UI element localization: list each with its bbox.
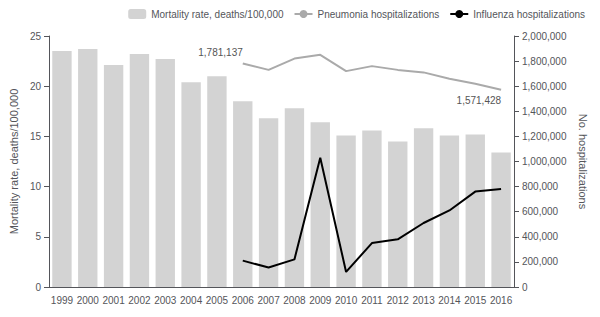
svg-text:1,400,000: 1,400,000 xyxy=(522,106,567,117)
svg-text:1,571,428: 1,571,428 xyxy=(457,95,502,106)
svg-text:No. hospitalizations: No. hospitalizations xyxy=(577,114,589,210)
svg-text:1,000,000: 1,000,000 xyxy=(522,156,567,167)
svg-text:10: 10 xyxy=(30,181,42,192)
svg-text:2015: 2015 xyxy=(464,295,487,306)
svg-text:2014: 2014 xyxy=(438,295,461,306)
svg-text:2002: 2002 xyxy=(128,295,151,306)
svg-text:5: 5 xyxy=(35,231,41,242)
svg-text:2005: 2005 xyxy=(206,295,229,306)
svg-text:2010: 2010 xyxy=(335,295,358,306)
svg-text:Pneumonia hospitalizations: Pneumonia hospitalizations xyxy=(318,9,440,20)
svg-text:2009: 2009 xyxy=(309,295,332,306)
svg-text:1,781,137: 1,781,137 xyxy=(198,47,243,58)
svg-text:2007: 2007 xyxy=(257,295,280,306)
svg-text:20: 20 xyxy=(30,81,42,92)
svg-text:2016: 2016 xyxy=(490,295,513,306)
svg-text:1,600,000: 1,600,000 xyxy=(522,81,567,92)
svg-text:2006: 2006 xyxy=(232,295,255,306)
svg-text:600,000: 600,000 xyxy=(522,206,559,217)
svg-text:15: 15 xyxy=(30,131,42,142)
svg-text:2004: 2004 xyxy=(180,295,203,306)
svg-text:1,200,000: 1,200,000 xyxy=(522,131,567,142)
svg-text:2000: 2000 xyxy=(77,295,100,306)
svg-text:25: 25 xyxy=(30,31,42,42)
svg-text:2,000,000: 2,000,000 xyxy=(522,31,567,42)
svg-text:2001: 2001 xyxy=(102,295,125,306)
svg-text:Mortality rate, deaths/100,000: Mortality rate, deaths/100,000 xyxy=(151,9,284,20)
svg-text:2011: 2011 xyxy=(361,295,383,306)
svg-text:2013: 2013 xyxy=(412,295,435,306)
svg-text:Mortality rate, deaths/100,000: Mortality rate, deaths/100,000 xyxy=(8,89,20,235)
svg-text:1,800,000: 1,800,000 xyxy=(522,56,567,67)
svg-text:2003: 2003 xyxy=(154,295,177,306)
svg-text:800,000: 800,000 xyxy=(522,181,559,192)
svg-text:0: 0 xyxy=(35,282,41,293)
svg-text:1999: 1999 xyxy=(51,295,74,306)
svg-text:0: 0 xyxy=(522,282,528,293)
svg-text:2012: 2012 xyxy=(387,295,410,306)
svg-text:2008: 2008 xyxy=(283,295,306,306)
svg-text:400,000: 400,000 xyxy=(522,231,559,242)
svg-text:Influenza hospitalizations: Influenza hospitalizations xyxy=(473,9,585,20)
svg-text:200,000: 200,000 xyxy=(522,256,559,267)
